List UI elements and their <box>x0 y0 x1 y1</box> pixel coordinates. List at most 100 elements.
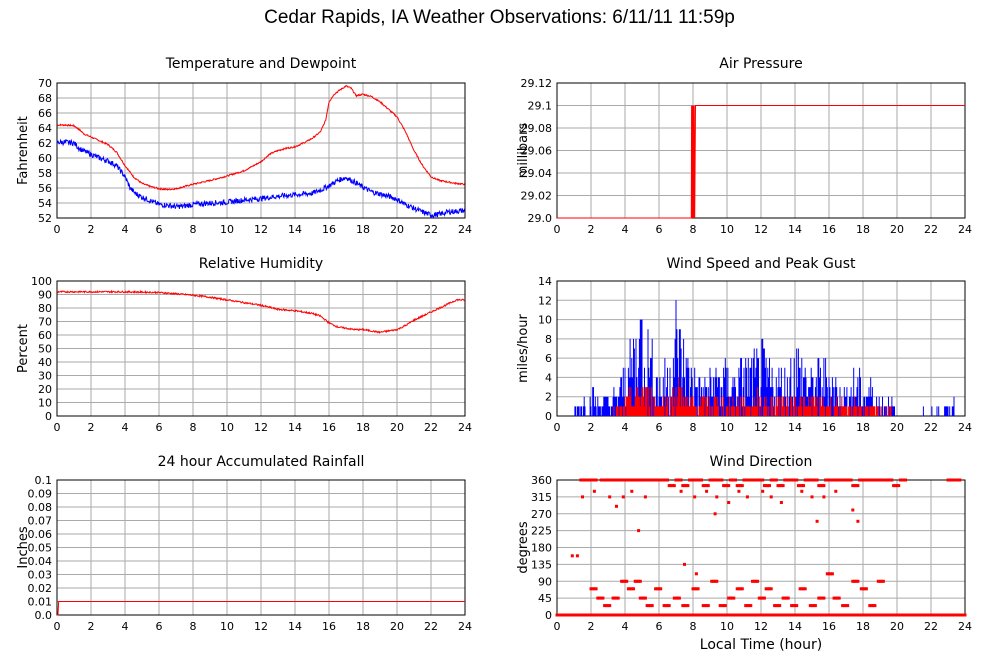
direction-point <box>633 579 637 583</box>
direction-point <box>711 579 715 583</box>
direction-point <box>837 478 841 482</box>
direction-point <box>596 596 600 600</box>
temp-y-tick-label: 64 <box>38 122 52 135</box>
wind-x-tick-label: 0 <box>554 421 561 434</box>
temp-y-tick-label: 66 <box>38 107 52 120</box>
direction-point <box>717 478 720 482</box>
direction-point <box>611 596 615 600</box>
direction-point <box>955 478 958 482</box>
direction-point <box>660 478 664 482</box>
direction-point <box>830 478 834 482</box>
direction-point <box>608 495 612 499</box>
direction-point <box>713 579 717 583</box>
direction-point <box>921 613 924 617</box>
direction-point <box>601 478 605 482</box>
page-title: Cedar Rapids, IA Weather Observations: 6… <box>264 7 735 28</box>
direction-y-tick-label: 315 <box>531 491 552 504</box>
temp-chart-title: Temperature and Dewpoint <box>165 56 357 72</box>
humidity-x-tick-label: 14 <box>288 421 302 434</box>
direction-point <box>732 596 736 600</box>
pressure-x-tick-label: 14 <box>788 223 802 236</box>
temp-x-tick-label: 0 <box>54 223 61 236</box>
direction-point <box>751 613 754 617</box>
direction-point <box>739 484 743 488</box>
direction-point <box>598 596 601 600</box>
direction-point <box>853 484 856 488</box>
direction-point <box>769 478 773 482</box>
direction-point <box>785 478 788 482</box>
direction-point <box>779 484 783 488</box>
direction-point <box>956 478 960 482</box>
direction-point <box>650 478 654 482</box>
temp-x-tick-label: 18 <box>356 223 370 236</box>
rain-x-tick-label: 22 <box>424 620 438 633</box>
direction-point <box>579 478 583 482</box>
temp-x-tick-label: 16 <box>322 223 336 236</box>
humidity-x-tick-label: 16 <box>322 421 336 434</box>
direction-point <box>868 478 872 482</box>
direction-point <box>800 587 804 591</box>
rain-x-tick-label: 10 <box>220 620 234 633</box>
humidity-x-tick-label: 12 <box>254 421 268 434</box>
direction-point <box>870 613 873 617</box>
pressure-chart-title: Air Pressure <box>719 56 802 72</box>
direction-point <box>744 604 748 608</box>
wind-x-tick-label: 2 <box>588 421 595 434</box>
direction-point <box>642 596 646 600</box>
direction-point <box>842 478 846 482</box>
direction-point <box>683 604 686 608</box>
direction-y-tick-label: 180 <box>531 542 552 555</box>
direction-point <box>611 478 615 482</box>
direction-point <box>715 579 719 583</box>
direction-point <box>759 478 763 482</box>
direction-point <box>635 478 639 482</box>
rain-x-tick-label: 8 <box>190 620 197 633</box>
direction-point <box>594 478 598 482</box>
direction-point <box>683 484 686 488</box>
rain-y-tick-label: 0.06 <box>28 528 53 541</box>
direction-point <box>898 478 902 482</box>
direction-point <box>853 613 856 617</box>
direction-point <box>718 604 722 608</box>
temp-x-tick-label: 14 <box>288 223 302 236</box>
direction-point <box>834 596 838 600</box>
direction-point <box>608 604 612 608</box>
pressure-y-tick-label: 29.08 <box>521 122 553 135</box>
direction-point <box>747 478 751 482</box>
rain-y-tick-label: 0.05 <box>28 542 53 555</box>
humidity-y-tick-label: 30 <box>38 370 52 383</box>
direction-point <box>887 613 890 617</box>
humidity-y-tick-label: 70 <box>38 316 52 329</box>
direction-point <box>649 604 652 608</box>
temp-series-line-1 <box>56 138 466 219</box>
direction-point <box>793 613 797 617</box>
direction-point <box>825 572 829 576</box>
direction-point <box>754 478 758 482</box>
direction-point <box>564 613 567 617</box>
direction-point <box>599 596 603 600</box>
direction-point <box>800 484 804 488</box>
direction-point <box>679 478 683 482</box>
direction-point <box>929 613 933 617</box>
direction-point <box>754 579 758 583</box>
wind-x-tick-label: 16 <box>822 421 836 434</box>
direction-point <box>856 579 860 583</box>
pressure-x-tick-label: 8 <box>690 223 697 236</box>
direction-point <box>795 478 799 482</box>
direction-point <box>657 587 661 591</box>
direction-point <box>615 596 618 600</box>
direction-point <box>689 478 693 482</box>
direction-x-tick-label: 16 <box>822 620 836 633</box>
direction-point <box>890 478 894 482</box>
direction-point <box>958 478 962 482</box>
direction-point <box>813 604 817 608</box>
direction-point <box>625 478 629 482</box>
direction-point <box>667 604 671 608</box>
direction-point <box>722 604 726 608</box>
direction-point <box>735 484 739 488</box>
direction-y-tick-label: 45 <box>538 592 552 605</box>
direction-point <box>664 604 668 608</box>
direction-x-tick-label: 18 <box>856 620 870 633</box>
direction-point <box>683 562 686 566</box>
direction-point <box>868 604 872 608</box>
